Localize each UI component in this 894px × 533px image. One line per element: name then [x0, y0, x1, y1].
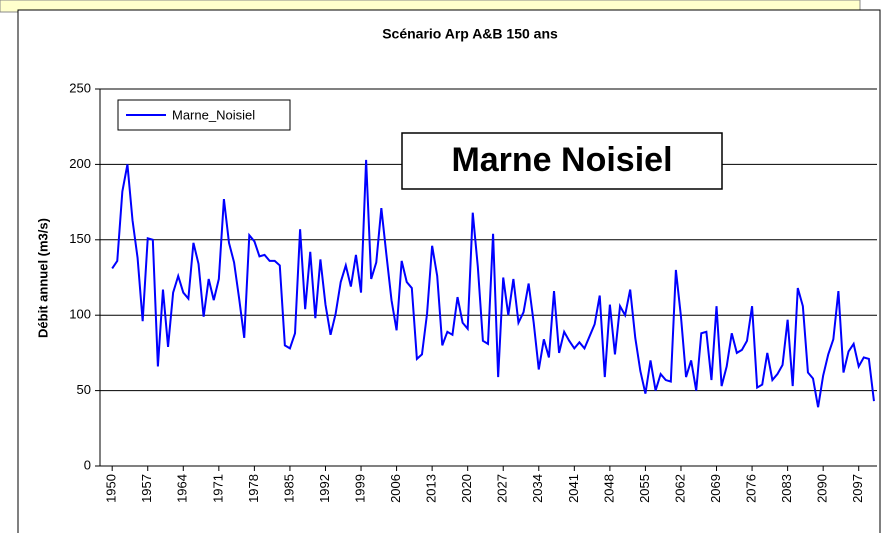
x-tick-label: 2097 [850, 474, 865, 503]
x-tick-label: 1985 [281, 474, 296, 503]
chart-frame [17, 9, 881, 533]
x-tick-label: 1978 [246, 474, 261, 503]
annotation-box [401, 132, 723, 190]
x-tick-label: 2041 [566, 474, 581, 503]
x-tick-label: 2020 [459, 474, 474, 503]
x-tick-label: 2055 [637, 474, 652, 503]
y-tick-label: 50 [77, 382, 91, 397]
x-tick-label: 1950 [104, 474, 119, 503]
chart-title: Scénario Arp A&B 150 ans [382, 26, 558, 42]
annotation: Marne Noisiel [451, 141, 672, 179]
x-tick-label: 1957 [139, 474, 154, 503]
y-tick-label: 100 [69, 307, 91, 322]
y-tick-label: 250 [69, 80, 91, 95]
x-tick-label: 2076 [744, 474, 759, 503]
y-axis-label: Débit annuel (m3/s) [35, 218, 50, 338]
x-tick-label: 2069 [708, 474, 723, 503]
x-tick-label: 2006 [388, 474, 403, 503]
x-tick-label: 1992 [317, 474, 332, 503]
y-tick-label: 0 [84, 457, 91, 472]
x-tick-label: 2034 [530, 474, 545, 503]
x-tick-label: 2062 [672, 474, 687, 503]
x-tick-label: 1964 [175, 474, 190, 503]
x-tick-label: 2027 [495, 474, 510, 503]
legend-label: Marne_Noisiel [172, 107, 255, 122]
x-tick-label: 1971 [210, 474, 225, 503]
y-tick-label: 150 [69, 231, 91, 246]
x-tick-label: 1999 [352, 474, 367, 503]
data-line [111, 159, 875, 408]
y-tick-label: 200 [69, 156, 91, 171]
x-tick-label: 2090 [815, 474, 830, 503]
x-tick-label: 2013 [424, 474, 439, 503]
x-tick-label: 2083 [779, 474, 794, 503]
x-tick-label: 2048 [601, 474, 616, 503]
